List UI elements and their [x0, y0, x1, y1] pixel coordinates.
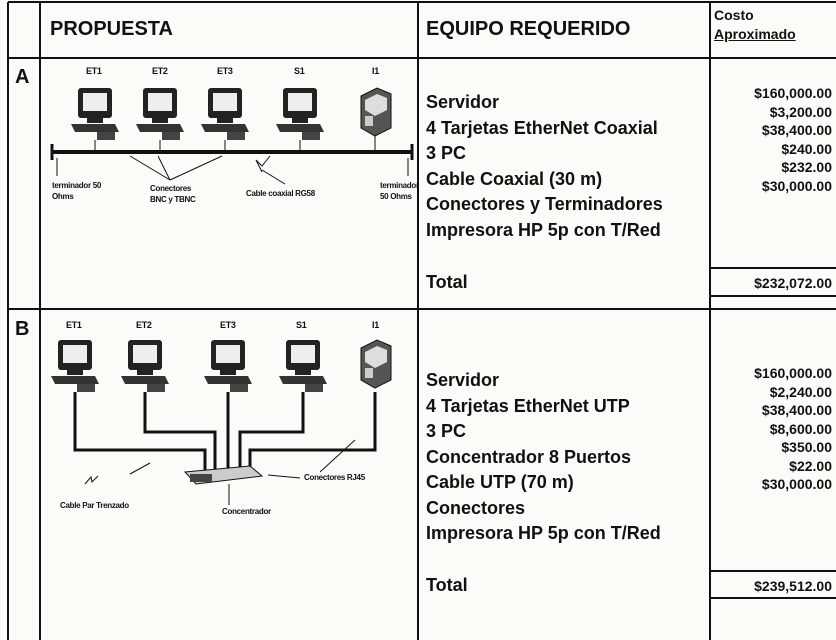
item: 3 PC	[426, 143, 467, 163]
cost-list: $160,000.00 $3,200.00 $38,400.00 $240.00 $23…	[712, 84, 832, 195]
cost: $2,240.00	[769, 383, 832, 400]
row-label: A	[15, 66, 30, 88]
node-label: ET1	[66, 320, 82, 330]
cost: $22.00	[789, 457, 832, 474]
item: Impresora HP 5p con T/Red	[426, 523, 661, 543]
diagram-label: Cable Par Trenzado	[60, 501, 129, 510]
item: Conectores	[426, 497, 526, 518]
cost: $38,400.00	[761, 122, 832, 138]
item: Impresora HP 5p con T/Red	[426, 219, 661, 240]
node-label: ET1	[86, 66, 102, 76]
grid	[7, 1, 836, 640]
item: 4 Tarjetas EtherNet Coaxial	[426, 117, 658, 138]
item-list: Servidor 4 Tarjetas EtherNet UTP 3 PC Conce…	[426, 368, 704, 547]
node-label: ET2	[136, 320, 152, 330]
item: Servidor	[426, 92, 500, 112]
header-equipo: EQUIPO REQUERIDO	[426, 18, 631, 40]
diagram-label: Conectores BNC y TBNC	[150, 184, 196, 204]
cost-list: $160,000.00 $2,240.00 $38,400.00 $8,600.00 $…	[712, 364, 832, 494]
item: Conectores y Terminadores	[426, 194, 663, 214]
diagram-label: Cable coaxial RG58	[246, 189, 315, 198]
cost: $160,000.00	[754, 85, 832, 101]
item: Concentrador 8 Puertos	[426, 446, 632, 467]
node-label: I1	[372, 66, 379, 76]
cost: $350.00	[781, 439, 832, 455]
cost: $3,200.00	[769, 103, 832, 120]
item: 3 PC	[426, 421, 467, 441]
node-label: I1	[372, 320, 379, 330]
node-label: ET3	[220, 320, 236, 330]
cost: $8,600.00	[769, 420, 832, 437]
cost: $30,000.00	[761, 177, 832, 194]
row-label: B	[15, 318, 30, 340]
cost: $160,000.00	[754, 365, 832, 381]
diagram-label: Concentrador	[222, 507, 271, 516]
item: Cable UTP (70 m)	[426, 472, 574, 492]
item-list: Servidor 4 Tarjetas EtherNet Coaxial 3 PC C…	[426, 90, 704, 243]
node-label: ET3	[217, 66, 233, 76]
item: 4 Tarjetas EtherNet UTP	[426, 395, 630, 416]
diagram-label: terminador 50 Ohms	[52, 181, 102, 201]
header-costo-line: Costo	[714, 7, 754, 23]
total-label: Total	[426, 575, 468, 595]
item: Cable Coaxial (30 m)	[426, 168, 603, 189]
node-label: S1	[296, 320, 307, 330]
item: Servidor	[426, 370, 500, 390]
total-label: Total	[426, 272, 468, 292]
node-label: S1	[294, 66, 305, 76]
diagram-b	[50, 339, 392, 505]
header-costo: Costo Aproximado	[714, 6, 796, 44]
diagram-a	[50, 87, 414, 185]
cost: $30,000.00	[761, 476, 832, 492]
diagram-label: terminador 50 Ohms	[380, 181, 419, 201]
header-propuesta: PROPUESTA	[50, 18, 173, 40]
total-cost: $232,072.00	[754, 275, 832, 291]
cost: $38,400.00	[761, 402, 832, 418]
cost: $232.00	[781, 159, 832, 175]
total-cost: $239,512.00	[754, 578, 832, 594]
node-label: ET2	[152, 66, 168, 76]
header-costo-line: Aproximado	[714, 26, 796, 42]
cost: $240.00	[781, 140, 832, 157]
diagram-label: Conectores RJ45	[304, 473, 365, 482]
